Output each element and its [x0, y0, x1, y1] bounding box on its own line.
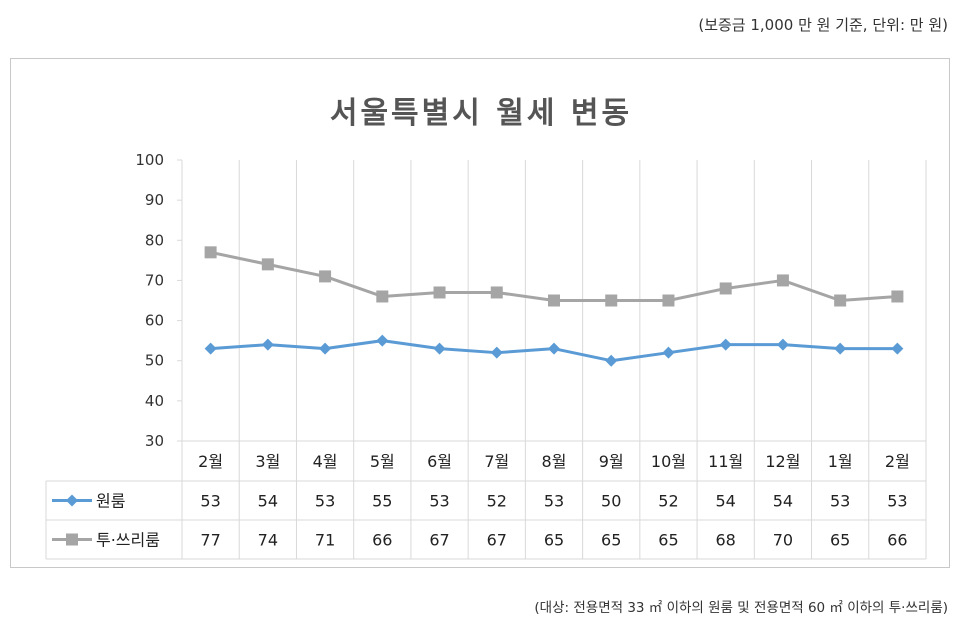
category-label: 11월	[708, 452, 743, 471]
legend-label-2: 투·쓰리룸	[96, 531, 160, 550]
category-label: 1월	[828, 452, 853, 471]
data-point	[261, 258, 274, 271]
y-tick-label: 50	[145, 352, 164, 370]
target-note: (대상: 전용면적 33 ㎡ 이하의 원룸 및 전용면적 60 ㎡ 이하의 투·…	[534, 600, 948, 616]
data-point	[834, 294, 847, 307]
data-point	[776, 338, 789, 351]
data-label: 55	[372, 492, 392, 511]
data-label: 53	[830, 492, 850, 511]
legend-marker-1	[66, 494, 78, 507]
data-point	[490, 286, 503, 299]
data-label: 65	[544, 531, 564, 550]
data-label: 53	[887, 492, 907, 511]
y-tick-label: 60	[145, 312, 164, 330]
data-label: 66	[372, 531, 392, 550]
y-tick-label: 90	[145, 191, 164, 209]
data-point	[891, 290, 904, 303]
unit-note: (보증금 1,000 만 원 기준, 단위: 만 원)	[698, 16, 948, 34]
data-point	[433, 286, 446, 299]
category-label: 3월	[255, 452, 280, 471]
data-label: 54	[716, 492, 736, 511]
y-tick-label: 70	[145, 271, 164, 289]
data-label: 77	[200, 531, 220, 550]
y-tick-label: 100	[135, 151, 164, 169]
data-label: 54	[258, 492, 278, 511]
data-point	[891, 342, 904, 355]
data-label: 52	[658, 492, 678, 511]
data-label: 53	[200, 492, 220, 511]
data-label: 68	[716, 531, 736, 550]
data-label: 53	[544, 492, 564, 511]
data-point	[719, 282, 732, 295]
data-point	[261, 338, 274, 351]
data-point	[204, 246, 217, 259]
chart-frame	[10, 58, 950, 568]
legend-marker-2	[66, 533, 78, 546]
category-label: 4월	[313, 452, 338, 471]
data-label: 67	[429, 531, 449, 550]
data-point	[548, 294, 560, 307]
category-label: 2월	[198, 452, 223, 471]
data-point	[376, 334, 389, 347]
data-point	[319, 342, 332, 355]
data-point	[719, 338, 732, 351]
data-point	[605, 354, 618, 367]
data-label: 65	[601, 531, 621, 550]
category-label: 6월	[427, 452, 452, 471]
category-label: 12월	[765, 452, 800, 471]
category-label: 5월	[370, 452, 395, 471]
data-point	[776, 274, 789, 287]
data-label: 53	[429, 492, 449, 511]
category-label: 8월	[542, 452, 567, 471]
data-point	[548, 342, 560, 355]
data-label: 71	[315, 531, 335, 550]
data-point	[376, 290, 389, 303]
category-label: 9월	[599, 452, 624, 471]
y-tick-label: 30	[145, 432, 164, 450]
data-label: 50	[601, 492, 621, 511]
data-label: 65	[830, 531, 850, 550]
data-point	[319, 270, 332, 283]
data-point	[662, 294, 675, 307]
y-tick-label: 80	[145, 231, 164, 249]
data-label: 65	[658, 531, 678, 550]
data-point	[490, 346, 503, 359]
data-label: 70	[773, 531, 793, 550]
data-label: 67	[487, 531, 507, 550]
data-point	[662, 346, 675, 359]
legend-label-1: 원룸	[96, 492, 125, 511]
data-point	[204, 342, 217, 355]
y-tick-label: 40	[145, 392, 164, 410]
data-label: 52	[487, 492, 507, 511]
data-label: 53	[315, 492, 335, 511]
data-point	[605, 294, 618, 307]
category-label: 2월	[885, 452, 910, 471]
data-point	[433, 342, 446, 355]
data-label: 74	[258, 531, 278, 550]
category-label: 10월	[651, 452, 686, 471]
chart-title: 서울특별시 월세 변동	[329, 96, 633, 131]
series-line-2	[210, 250, 898, 302]
data-label: 54	[773, 492, 793, 511]
data-point	[834, 342, 847, 355]
category-label: 7월	[484, 452, 509, 471]
data-label: 66	[887, 531, 907, 550]
